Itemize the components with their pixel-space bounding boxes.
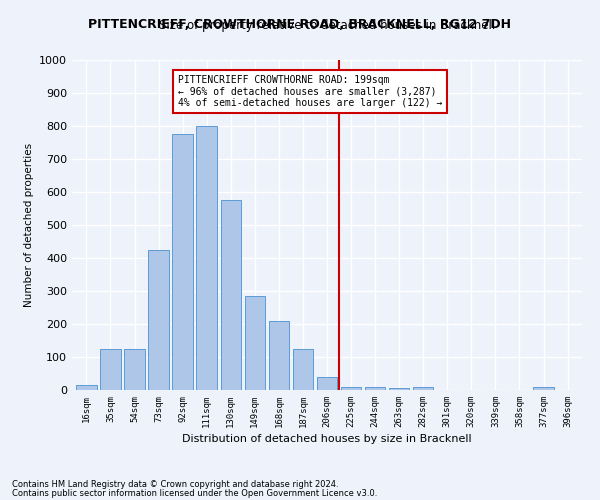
Bar	[533, 388, 554, 390]
Text: PITTENCRIEFF CROWTHORNE ROAD: 199sqm
← 96% of detached houses are smaller (3,287: PITTENCRIEFF CROWTHORNE ROAD: 199sqm ← 9…	[178, 75, 442, 108]
Bar	[293, 349, 313, 390]
Bar	[245, 296, 265, 390]
Bar	[389, 388, 409, 390]
Bar	[341, 386, 361, 390]
Text: PITTENCRIEFF, CROWTHORNE ROAD, BRACKNELL, RG12 7DH: PITTENCRIEFF, CROWTHORNE ROAD, BRACKNELL…	[89, 18, 511, 30]
Title: Size of property relative to detached houses in Bracknell: Size of property relative to detached ho…	[159, 20, 495, 32]
Bar	[269, 320, 289, 390]
Bar	[76, 385, 97, 390]
Bar	[413, 386, 433, 390]
Bar	[124, 349, 145, 390]
Y-axis label: Number of detached properties: Number of detached properties	[23, 143, 34, 307]
Bar	[148, 250, 169, 390]
X-axis label: Distribution of detached houses by size in Bracknell: Distribution of detached houses by size …	[182, 434, 472, 444]
Bar	[317, 377, 337, 390]
Text: Contains public sector information licensed under the Open Government Licence v3: Contains public sector information licen…	[12, 488, 377, 498]
Text: Contains HM Land Registry data © Crown copyright and database right 2024.: Contains HM Land Registry data © Crown c…	[12, 480, 338, 489]
Bar	[172, 134, 193, 390]
Bar	[196, 126, 217, 390]
Bar	[100, 349, 121, 390]
Bar	[221, 200, 241, 390]
Bar	[365, 388, 385, 390]
